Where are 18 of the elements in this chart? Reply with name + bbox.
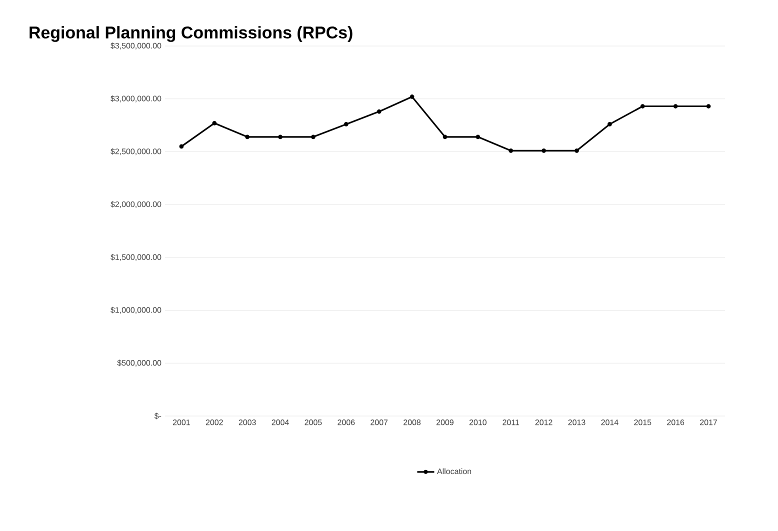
point — [179, 144, 184, 149]
point — [574, 148, 579, 153]
point — [542, 148, 546, 153]
point — [410, 94, 414, 99]
point — [508, 148, 514, 153]
point — [442, 134, 448, 140]
point — [278, 134, 282, 140]
point — [673, 104, 678, 108]
point — [640, 104, 645, 108]
point — [311, 134, 316, 140]
point — [608, 122, 612, 126]
point — [706, 104, 711, 108]
point — [344, 122, 348, 126]
point — [476, 134, 480, 140]
chart-title: Regional Planning Commissions (RPCs) — [30, 26, 352, 42]
point — [245, 134, 250, 140]
point — [376, 109, 382, 114]
point — [212, 120, 217, 126]
